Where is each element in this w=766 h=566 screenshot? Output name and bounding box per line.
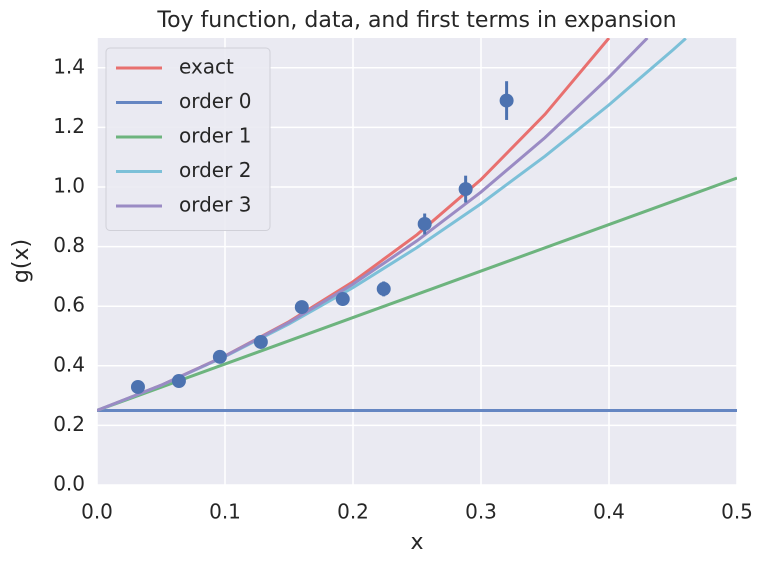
- legend-label: order 2: [179, 158, 251, 182]
- series-line: [97, 38, 649, 412]
- y-tick-label: 0.0: [53, 472, 85, 496]
- x-axis-label: x: [410, 530, 423, 555]
- series-line: [97, 176, 737, 412]
- x-tick-label: 0.5: [721, 500, 753, 524]
- y-tick-label: 1.4: [53, 54, 85, 78]
- legend-label: order 3: [179, 193, 251, 217]
- x-tick-label: 0.4: [593, 500, 625, 524]
- legend-label: exact: [179, 55, 234, 79]
- x-tick-label: 0.1: [209, 500, 241, 524]
- y-tick-label: 0.4: [53, 352, 85, 376]
- y-tick-label: 0.6: [53, 293, 85, 317]
- data-point: [499, 93, 514, 108]
- data-point: [171, 373, 186, 388]
- legend-label: order 0: [179, 89, 251, 113]
- chart-title: Toy function, data, and first terms in e…: [156, 8, 676, 33]
- data-point: [458, 182, 473, 197]
- y-axis-label: g(x): [9, 239, 34, 283]
- legend-box: [105, 47, 271, 231]
- x-tick-label: 0.0: [81, 500, 113, 524]
- data-point: [253, 334, 268, 349]
- legend-label: order 1: [179, 124, 251, 148]
- data-point: [417, 216, 432, 231]
- y-tick-label: 1.0: [53, 174, 85, 198]
- data-point: [376, 281, 391, 296]
- y-tick-label: 0.8: [53, 233, 85, 257]
- y-tick-label: 1.2: [53, 114, 85, 138]
- x-tick-label: 0.3: [465, 500, 497, 524]
- y-tick-label: 0.2: [53, 412, 85, 436]
- data-point: [335, 292, 350, 307]
- data-point: [212, 349, 227, 364]
- x-tick-label: 0.2: [337, 500, 369, 524]
- data-point: [130, 379, 145, 394]
- data-point: [294, 300, 309, 315]
